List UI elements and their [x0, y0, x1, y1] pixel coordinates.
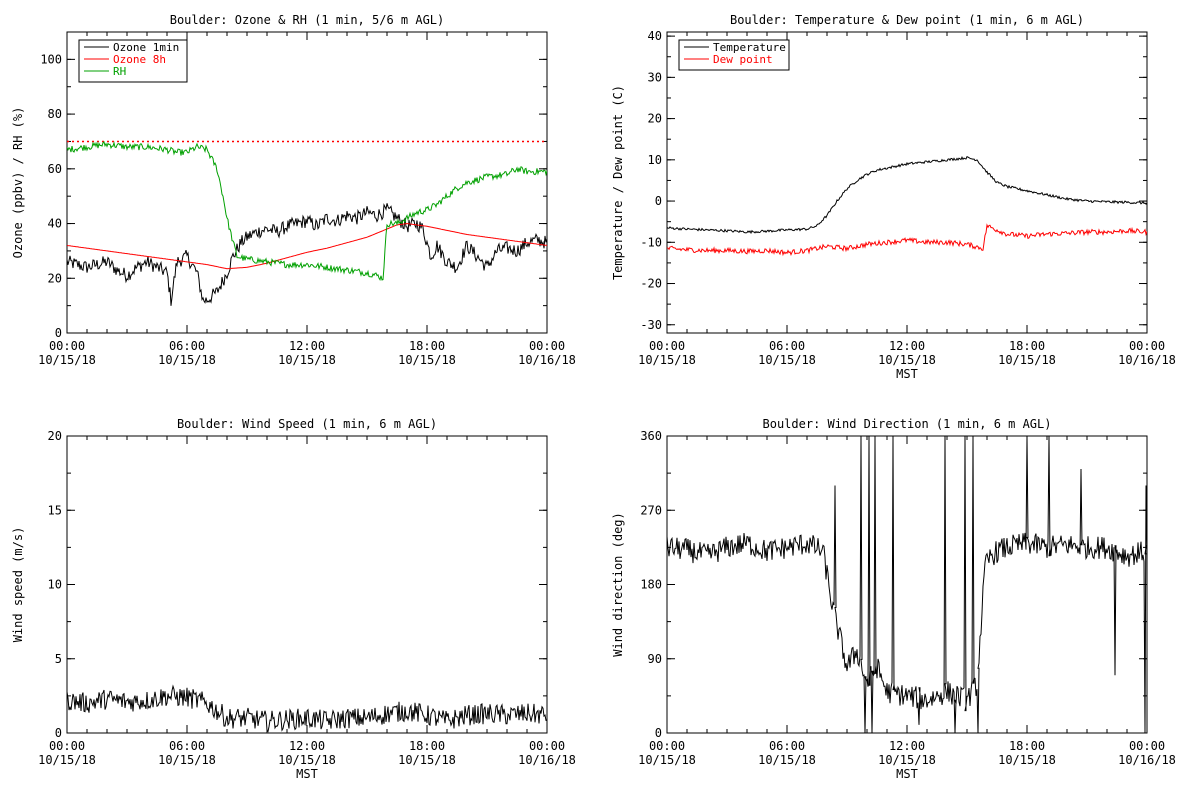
series-line-data [67, 684, 547, 733]
chart-title: Boulder: Ozone & RH (1 min, 5/6 m AGL) [170, 13, 445, 27]
x-tick-label-time: 18:00 [409, 739, 445, 753]
y-tick-label: 180 [640, 578, 662, 592]
plot-frame [66, 435, 548, 734]
y-tick-label: 80 [48, 107, 62, 121]
legend-box [78, 39, 188, 83]
x-tick-label-time: 06:00 [769, 739, 805, 753]
x-tick-label-time: 00:00 [49, 739, 85, 753]
y-tick-label: 30 [648, 70, 662, 84]
x-tick-label-date: 10/15/18 [38, 753, 96, 767]
x-tick-label-date: 10/16/18 [518, 753, 576, 767]
y-tick-label: 40 [648, 29, 662, 43]
x-tick-label-time: 18:00 [1009, 339, 1045, 353]
x-tick-label-time: 12:00 [289, 739, 325, 753]
y-tick-label: 0 [55, 326, 62, 340]
y-axis-label: Temperature / Dew point (C) [611, 85, 625, 280]
x-tick-label-date: 10/15/18 [878, 753, 936, 767]
x-axis-label: MST [296, 767, 318, 781]
series-line-dew-point [667, 223, 1147, 257]
x-tick-label-time: 00:00 [529, 739, 565, 753]
x-tick-label-date: 10/15/18 [998, 753, 1056, 767]
y-tick-label: 0 [655, 726, 662, 740]
legend-box [678, 39, 790, 71]
legend-label: Temperature [713, 41, 786, 54]
series-line-ozone-1min [67, 203, 547, 306]
legend-label: Ozone 1min [113, 41, 179, 54]
plot-frame [666, 435, 1148, 734]
x-tick-label-time: 12:00 [889, 739, 925, 753]
x-tick-label-time: 18:00 [1009, 739, 1045, 753]
legend-label: Dew point [713, 53, 773, 66]
series-line-ozone-8h [67, 222, 547, 270]
y-tick-label: 0 [655, 194, 662, 208]
x-tick-label-date: 10/15/18 [158, 753, 216, 767]
y-tick-label: 90 [648, 652, 662, 666]
x-axis-label: MST [896, 367, 918, 381]
x-tick-label-time: 12:00 [289, 339, 325, 353]
x-tick-label-time: 00:00 [1129, 339, 1165, 353]
x-tick-label-date: 10/15/18 [278, 753, 336, 767]
y-tick-label: 20 [48, 429, 62, 443]
x-tick-label-date: 10/16/18 [518, 353, 576, 367]
y-tick-label: 10 [648, 153, 662, 167]
x-tick-label-time: 12:00 [889, 339, 925, 353]
x-tick-label-date: 10/16/18 [1118, 353, 1176, 367]
x-tick-label-date: 10/15/18 [38, 353, 96, 367]
y-tick-label: 15 [48, 503, 62, 517]
chart-title: Boulder: Temperature & Dew point (1 min,… [730, 13, 1084, 27]
x-tick-label-time: 00:00 [649, 739, 685, 753]
y-axis-label: Wind speed (m/s) [11, 527, 25, 643]
y-axis-label: Wind direction (deg) [611, 512, 625, 657]
x-tick-label-date: 10/15/18 [398, 353, 456, 367]
y-tick-label: 270 [640, 503, 662, 517]
x-tick-label-date: 10/16/18 [1118, 753, 1176, 767]
x-tick-label-date: 10/15/18 [878, 353, 936, 367]
y-tick-label: 10 [48, 578, 62, 592]
series-line-temperature [667, 155, 1147, 235]
y-tick-label: 40 [48, 217, 62, 231]
y-tick-label: 20 [648, 112, 662, 126]
x-tick-label-date: 10/15/18 [998, 353, 1056, 367]
x-tick-label-time: 00:00 [649, 339, 685, 353]
y-tick-label: -30 [640, 318, 662, 332]
x-tick-label-date: 10/15/18 [638, 353, 696, 367]
x-tick-label-time: 06:00 [169, 739, 205, 753]
y-tick-label: 0 [55, 726, 62, 740]
x-tick-label-date: 10/15/18 [158, 353, 216, 367]
y-tick-label: -10 [640, 235, 662, 249]
y-axis-label: Ozone (ppbv) / RH (%) [11, 107, 25, 259]
x-tick-label-time: 00:00 [529, 339, 565, 353]
y-tick-label: 5 [55, 652, 62, 666]
x-tick-label-time: 00:00 [49, 339, 85, 353]
x-tick-label-date: 10/15/18 [398, 753, 456, 767]
x-tick-label-time: 06:00 [769, 339, 805, 353]
legend-label: RH [113, 65, 126, 78]
y-tick-label: 60 [48, 162, 62, 176]
x-tick-label-date: 10/15/18 [758, 753, 816, 767]
legend-label: Ozone 8h [113, 53, 166, 66]
y-tick-label: 100 [40, 52, 62, 66]
series-line-rh [67, 140, 547, 281]
x-tick-label-date: 10/15/18 [278, 353, 336, 367]
y-tick-label: -20 [640, 277, 662, 291]
series-line-data [667, 436, 1147, 733]
plot-frame [666, 31, 1148, 334]
y-tick-label: 20 [48, 271, 62, 285]
x-tick-label-time: 18:00 [409, 339, 445, 353]
chart-title: Boulder: Wind Speed (1 min, 6 m AGL) [177, 417, 437, 431]
chart-title: Boulder: Wind Direction (1 min, 6 m AGL) [763, 417, 1052, 431]
x-tick-label-date: 10/15/18 [758, 353, 816, 367]
x-tick-label-time: 00:00 [1129, 739, 1165, 753]
x-axis-label: MST [896, 767, 918, 781]
y-tick-label: 360 [640, 429, 662, 443]
x-tick-label-date: 10/15/18 [638, 753, 696, 767]
x-tick-label-time: 06:00 [169, 339, 205, 353]
